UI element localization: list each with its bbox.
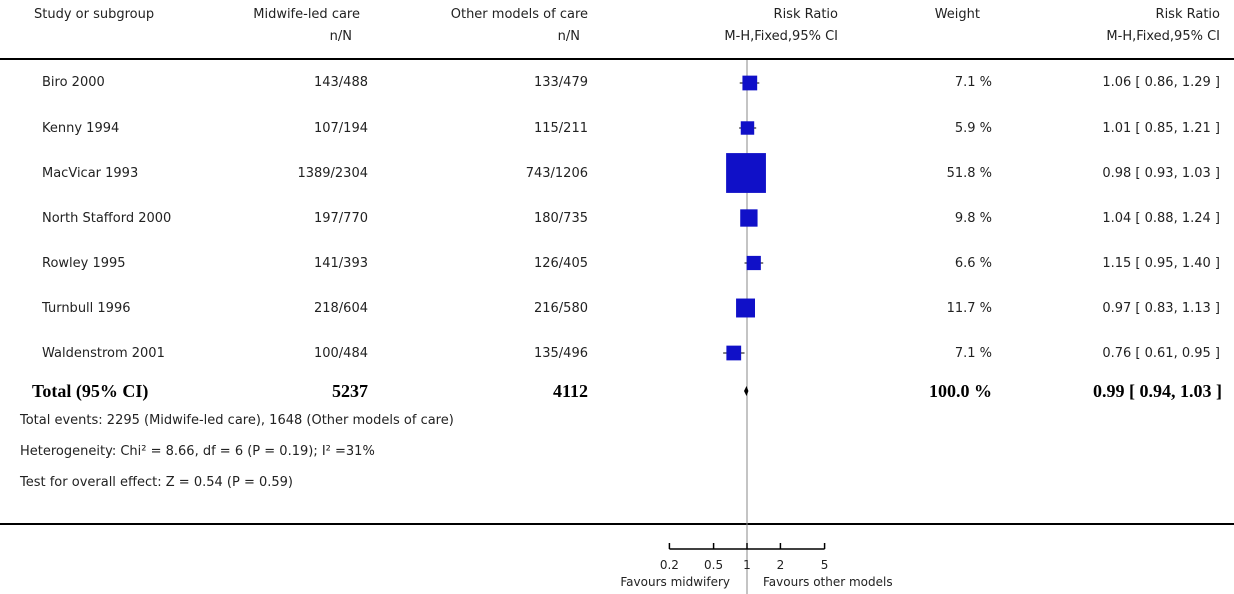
group2-value: 743/1206: [525, 166, 588, 181]
group1-value: 197/770: [313, 211, 368, 226]
weight-value: 11.7 %: [946, 301, 992, 316]
header-group2-sub: n/N: [557, 29, 580, 44]
ci-value: 0.98 [ 0.93, 1.03 ]: [1102, 166, 1220, 181]
header-risk-ratio-2-sub: M-H,Fixed,95% CI: [1106, 29, 1220, 44]
header-study: Study or subgroup: [34, 7, 155, 22]
header-risk-ratio-2: Risk Ratio: [1155, 7, 1220, 22]
group2-value: 135/496: [533, 346, 588, 361]
x-tick-label: 2: [777, 558, 785, 572]
favours-right-label: Favours other models: [763, 575, 893, 589]
header-group2: Other models of care: [450, 7, 588, 22]
study-name: Biro 2000: [42, 75, 105, 90]
effect-marker: [736, 298, 755, 318]
pooled-diamond: [744, 386, 749, 396]
favours-left-label: Favours midwifery: [620, 575, 730, 589]
study-name: Turnbull 1996: [42, 301, 131, 316]
total-group1: 5237: [332, 381, 368, 401]
x-tick-label: 1: [743, 558, 751, 572]
header-rule: [0, 58, 1234, 60]
ci-value: 1.01 [ 0.85, 1.21 ]: [1102, 121, 1220, 136]
x-tick-label: 0.2: [660, 558, 679, 572]
group1-value: 107/194: [313, 121, 368, 136]
x-tick-label: 0.5: [704, 558, 723, 572]
total-events: Total events: 2295 (Midwife-led care), 1…: [20, 413, 454, 428]
group2-value: 126/405: [533, 256, 588, 271]
group1-value: 143/488: [313, 75, 368, 90]
x-tick-label: 5: [821, 558, 829, 572]
effect-marker: [740, 209, 758, 227]
overall-effect: Test for overall effect: Z = 0.54 (P = 0…: [20, 475, 293, 490]
weight-value: 9.8 %: [954, 211, 992, 226]
group2-value: 180/735: [533, 211, 588, 226]
group2-value: 133/479: [533, 75, 588, 90]
header-risk-ratio-sub: M-H,Fixed,95% CI: [724, 29, 838, 44]
header-group1: Midwife-led care: [253, 7, 360, 22]
effect-marker: [726, 153, 766, 193]
group1-value: 141/393: [313, 256, 368, 271]
header-weight: Weight: [934, 7, 980, 22]
total-weight: 100.0 %: [929, 381, 992, 401]
weight-value: 51.8 %: [946, 166, 992, 181]
effect-marker: [726, 345, 742, 361]
study-name: Rowley 1995: [42, 256, 126, 271]
study-name: Kenny 1994: [42, 121, 120, 136]
study-name: North Stafford 2000: [42, 211, 172, 226]
header-group1-sub: n/N: [329, 29, 352, 44]
ci-value: 1.15 [ 0.95, 1.40 ]: [1102, 256, 1220, 271]
total-group2: 4112: [552, 381, 588, 401]
header-risk-ratio: Risk Ratio: [773, 7, 838, 22]
weight-value: 7.1 %: [954, 75, 992, 90]
group2-value: 216/580: [533, 301, 588, 316]
group1-value: 218/604: [313, 301, 368, 316]
weight-value: 5.9 %: [954, 121, 992, 136]
ci-value: 1.06 [ 0.86, 1.29 ]: [1102, 75, 1220, 90]
weight-value: 7.1 %: [954, 346, 992, 361]
ci-value: 1.04 [ 0.88, 1.24 ]: [1102, 211, 1220, 226]
effect-marker: [746, 255, 761, 271]
study-name: Waldenstrom 2001: [42, 346, 165, 361]
footer-rule: [0, 523, 1234, 525]
group1-value: 1389/2304: [297, 166, 368, 181]
effect-marker: [742, 75, 758, 91]
total-label: Total (95% CI): [32, 381, 149, 401]
heterogeneity: Heterogeneity: Chi² = 8.66, df = 6 (P = …: [20, 444, 375, 459]
weight-value: 6.6 %: [954, 256, 992, 271]
group2-value: 115/211: [533, 121, 588, 136]
ci-value: 0.97 [ 0.83, 1.13 ]: [1102, 301, 1220, 316]
effect-marker: [740, 121, 755, 135]
group1-value: 100/484: [313, 346, 368, 361]
study-name: MacVicar 1993: [42, 166, 139, 181]
total-ci: 0.99 [ 0.94, 1.03 ]: [1093, 381, 1222, 401]
ci-value: 0.76 [ 0.61, 0.95 ]: [1102, 346, 1220, 361]
